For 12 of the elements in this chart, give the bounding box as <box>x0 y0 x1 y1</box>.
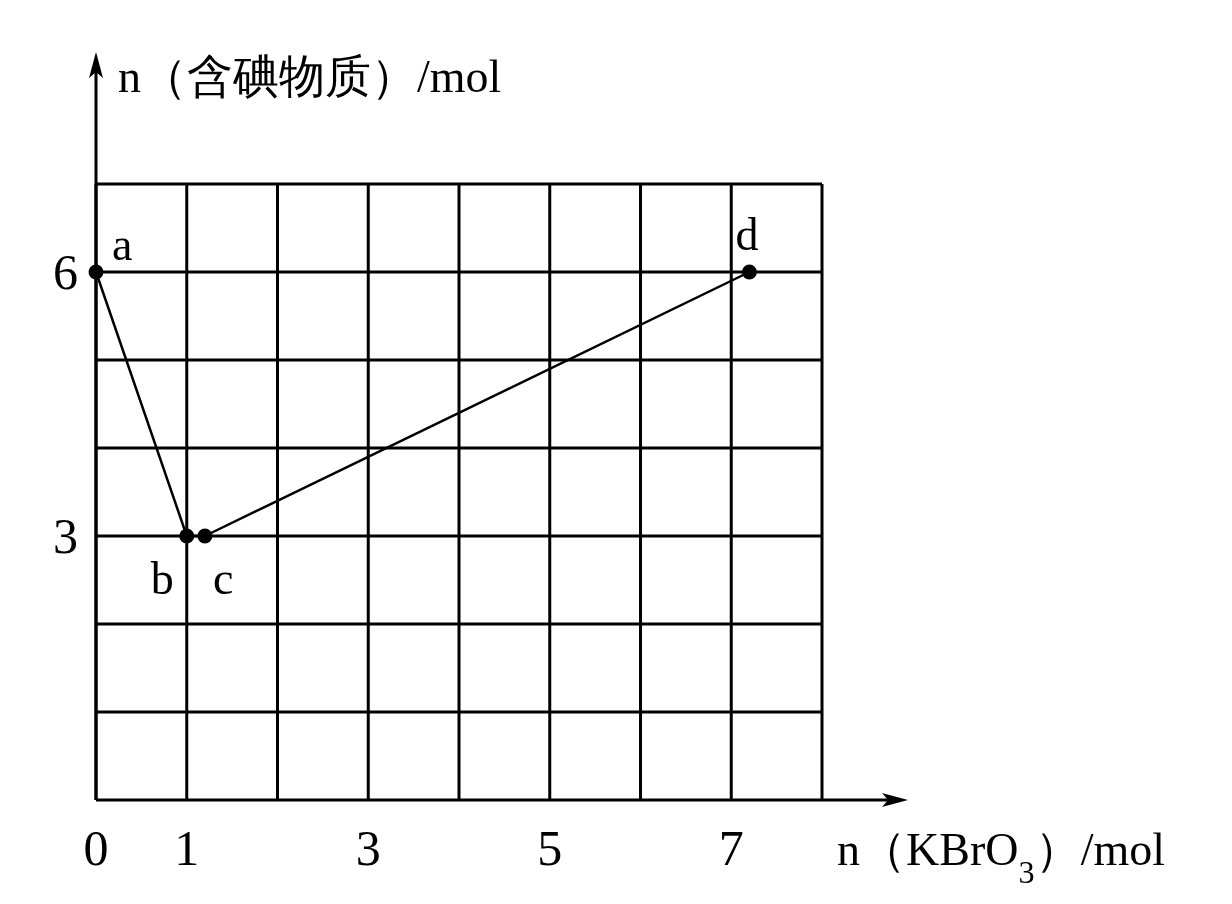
x-axis-title: n（KBrO$_{3}$）/mol <box>837 824 1165 890</box>
x-tick-label: 3 <box>355 820 381 876</box>
y-tick-label: 6 <box>53 244 78 300</box>
annotation: b <box>150 553 174 604</box>
y-axis-title: n（含碘物质）/mol <box>118 51 502 102</box>
x-tick-label: 7 <box>718 820 744 876</box>
annotation: a <box>112 219 133 270</box>
annotation: c <box>212 553 234 604</box>
annotation: d <box>735 209 759 260</box>
x-tick-label: 1 <box>174 820 200 876</box>
x-tick-label: 5 <box>537 820 563 876</box>
x-tick-label: 0 <box>83 820 109 876</box>
